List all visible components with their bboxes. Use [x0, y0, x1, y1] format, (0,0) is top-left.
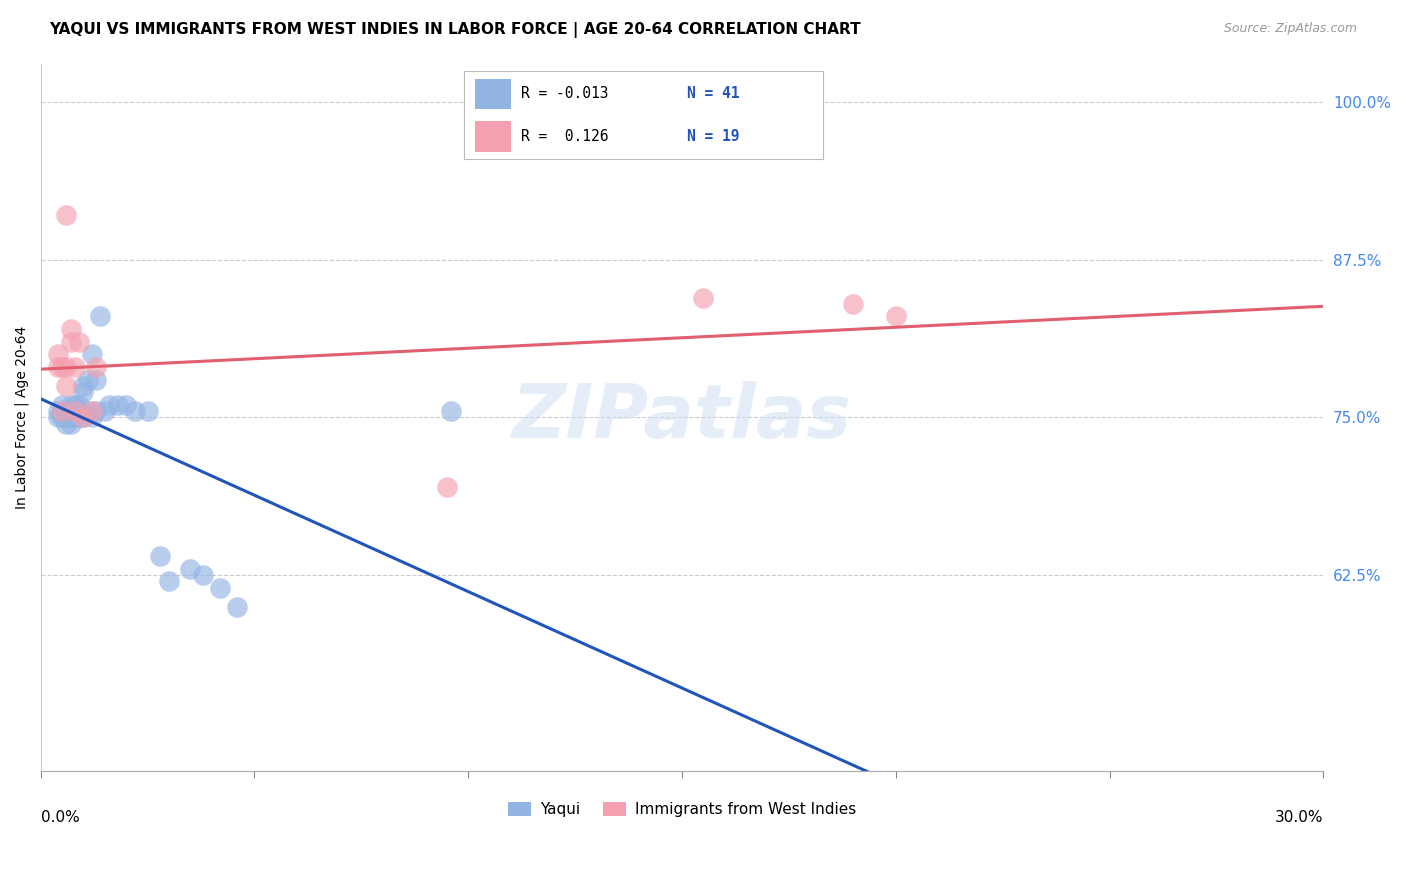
Point	[209, 581, 232, 595]
Point	[55, 379, 77, 393]
Point	[692, 291, 714, 305]
Point	[46, 404, 69, 418]
Point	[72, 410, 94, 425]
Point	[80, 404, 103, 418]
Point	[55, 417, 77, 431]
Point	[63, 410, 86, 425]
Point	[136, 404, 159, 418]
Text: Source: ZipAtlas.com: Source: ZipAtlas.com	[1223, 22, 1357, 36]
Point	[98, 398, 121, 412]
Point	[59, 398, 82, 412]
Point	[55, 359, 77, 374]
Text: ZIPatlas: ZIPatlas	[512, 381, 852, 454]
Point	[80, 347, 103, 361]
Point	[440, 404, 463, 418]
Point	[67, 334, 90, 349]
Point	[51, 404, 73, 418]
Point	[55, 404, 77, 418]
Point	[59, 322, 82, 336]
Point	[63, 404, 86, 418]
Point	[55, 410, 77, 425]
Point	[84, 359, 107, 374]
Point	[67, 402, 90, 417]
Point	[59, 410, 82, 425]
Point	[63, 404, 86, 418]
Y-axis label: In Labor Force | Age 20-64: In Labor Force | Age 20-64	[15, 326, 30, 509]
Point	[76, 372, 98, 386]
Point	[226, 599, 249, 614]
Point	[84, 404, 107, 418]
Point	[46, 410, 69, 425]
Point	[436, 480, 458, 494]
Legend: Yaqui, Immigrants from West Indies: Yaqui, Immigrants from West Indies	[502, 796, 862, 823]
Point	[63, 359, 86, 374]
Point	[51, 398, 73, 412]
Point	[67, 410, 90, 425]
Point	[179, 562, 201, 576]
Text: 30.0%: 30.0%	[1275, 810, 1323, 824]
Point	[115, 398, 138, 412]
Point	[842, 297, 865, 311]
Point	[89, 310, 111, 324]
Point	[59, 334, 82, 349]
Text: 0.0%: 0.0%	[41, 810, 79, 824]
Point	[124, 404, 146, 418]
Point	[46, 359, 69, 374]
Text: YAQUI VS IMMIGRANTS FROM WEST INDIES IN LABOR FORCE | AGE 20-64 CORRELATION CHAR: YAQUI VS IMMIGRANTS FROM WEST INDIES IN …	[49, 22, 860, 38]
Point	[59, 404, 82, 418]
Point	[63, 398, 86, 412]
Point	[51, 359, 73, 374]
Point	[67, 398, 90, 412]
Point	[46, 347, 69, 361]
Point	[51, 404, 73, 418]
Point	[55, 209, 77, 223]
Point	[884, 310, 907, 324]
Point	[149, 549, 172, 564]
Point	[157, 574, 180, 589]
Point	[72, 379, 94, 393]
Point	[72, 410, 94, 425]
Point	[80, 410, 103, 425]
Point	[107, 398, 129, 412]
Point	[51, 410, 73, 425]
Point	[72, 385, 94, 400]
Point	[76, 404, 98, 418]
Point	[191, 568, 214, 582]
Point	[84, 372, 107, 386]
Point	[93, 404, 115, 418]
Point	[59, 417, 82, 431]
